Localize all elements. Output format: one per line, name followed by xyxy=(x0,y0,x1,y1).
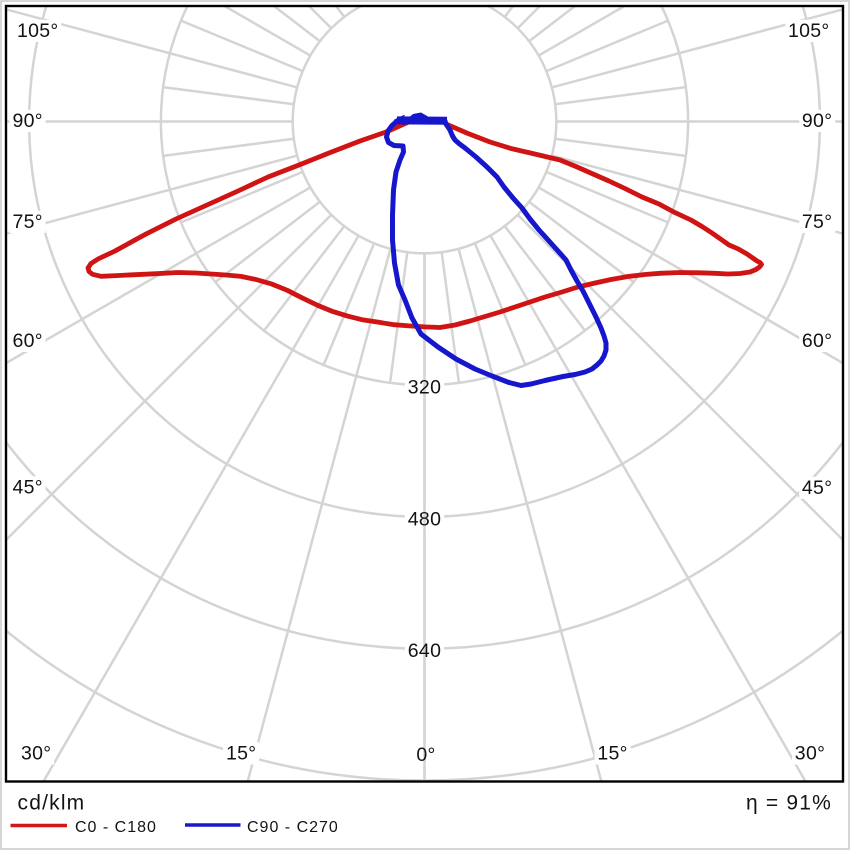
svg-text:C0 - C180: C0 - C180 xyxy=(75,819,157,836)
svg-text:105°: 105° xyxy=(17,20,59,42)
svg-text:90°: 90° xyxy=(802,110,832,132)
svg-text:60°: 60° xyxy=(802,330,832,352)
svg-text:15°: 15° xyxy=(226,743,256,765)
svg-text:60°: 60° xyxy=(13,330,43,352)
svg-text:45°: 45° xyxy=(802,477,832,499)
svg-text:75°: 75° xyxy=(802,211,832,233)
svg-text:480: 480 xyxy=(408,509,441,531)
svg-text:45°: 45° xyxy=(13,477,43,499)
svg-text:75°: 75° xyxy=(13,211,43,233)
svg-text:30°: 30° xyxy=(21,743,51,765)
svg-text:90°: 90° xyxy=(13,110,43,132)
svg-text:C90 - C270: C90 - C270 xyxy=(247,819,339,836)
svg-text:cd/klm: cd/klm xyxy=(18,792,86,815)
svg-text:30°: 30° xyxy=(795,743,825,765)
svg-text:320: 320 xyxy=(408,376,441,398)
svg-text:15°: 15° xyxy=(597,743,627,765)
svg-text:0°: 0° xyxy=(416,744,435,766)
svg-text:640: 640 xyxy=(408,640,441,662)
svg-text:105°: 105° xyxy=(788,20,830,42)
svg-text:η = 91%: η = 91% xyxy=(746,792,832,815)
